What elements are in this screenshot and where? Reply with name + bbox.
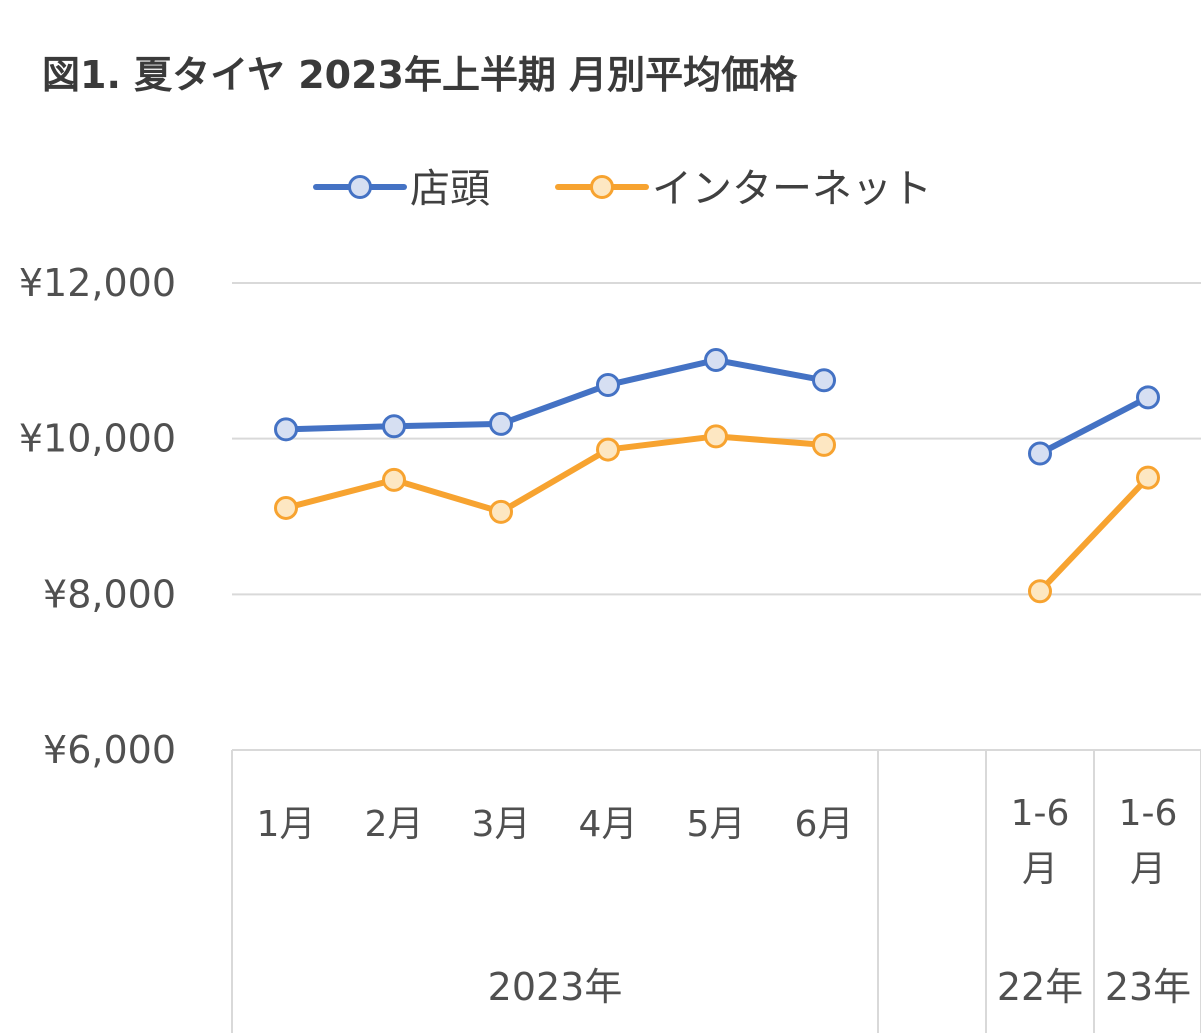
legend-item: インターネット	[555, 166, 932, 212]
series-1	[274, 348, 1160, 466]
data-point	[1028, 579, 1052, 604]
legend: 店頭 インターネット	[313, 166, 932, 212]
y-tick-label: ¥10,000	[19, 417, 176, 461]
data-point	[812, 368, 836, 393]
data-point	[704, 424, 728, 449]
data-point	[489, 411, 513, 436]
x-tick-label: 6月	[795, 804, 854, 845]
x-axis: 1月 2月 3月 4月 5月 6月 1-6 月 1-6 月 2023年 22年 23年	[231, 749, 1201, 1033]
x-group-label: 23年	[1105, 965, 1191, 1009]
data-point	[704, 348, 728, 373]
data-point	[274, 417, 298, 442]
series-2	[274, 424, 1160, 604]
x-tick-label: 2月	[365, 804, 424, 845]
data-point	[382, 414, 406, 439]
data-point	[1028, 441, 1052, 466]
x-group-label: 22年	[997, 965, 1083, 1009]
series-line	[1037, 474, 1151, 595]
series-line	[283, 357, 827, 433]
legend-item: 店頭	[313, 166, 490, 212]
chart-title: 図1. 夏タイヤ 2023年上半期 月別平均価格	[42, 53, 798, 97]
data-point	[1136, 385, 1160, 410]
data-point	[274, 495, 298, 520]
series-layer	[274, 348, 1160, 604]
y-tick-label: ¥6,000	[43, 728, 176, 772]
series-line	[1037, 394, 1151, 457]
y-axis: ¥12,000 ¥10,000 ¥8,000 ¥6,000	[19, 261, 176, 772]
y-tick-label: ¥12,000	[19, 261, 176, 305]
x-tick-label: 1-6 月	[1011, 793, 1070, 890]
x-tick-label: 3月	[472, 804, 531, 845]
data-point	[382, 467, 406, 492]
x-tick-label: 1-6 月	[1119, 793, 1178, 890]
x-tick-label: 4月	[579, 804, 638, 845]
data-point	[489, 499, 513, 524]
legend-label: 店頭	[410, 166, 490, 212]
series-line	[283, 433, 827, 515]
data-point	[1136, 465, 1160, 490]
legend-marker	[590, 175, 614, 199]
legend-marker	[348, 175, 372, 199]
y-tick-label: ¥8,000	[43, 572, 176, 616]
data-point	[596, 372, 620, 397]
data-point	[596, 437, 620, 462]
x-tick-label: 1月	[257, 804, 316, 845]
data-point	[812, 432, 836, 457]
legend-label: インターネット	[652, 166, 932, 212]
x-group-label: 2023年	[488, 965, 623, 1009]
x-tick-label: 5月	[687, 804, 746, 845]
